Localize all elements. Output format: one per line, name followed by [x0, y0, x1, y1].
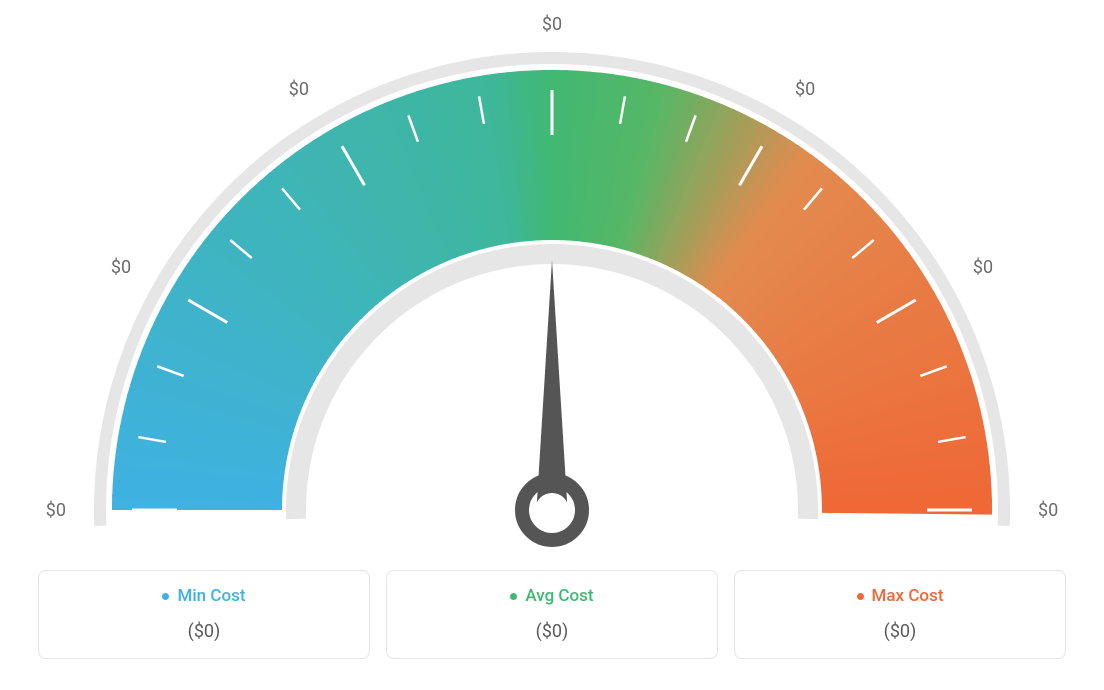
legend-value-avg: ($0): [397, 621, 707, 642]
svg-text:$0: $0: [1038, 500, 1058, 521]
legend-row: Min Cost ($0) Avg Cost ($0) Max Cost ($0…: [30, 570, 1074, 659]
legend-value-max: ($0): [745, 621, 1055, 642]
svg-text:$0: $0: [795, 79, 815, 100]
svg-text:$0: $0: [111, 257, 131, 278]
legend-card-min: Min Cost ($0): [38, 570, 370, 659]
legend-text-min: Min Cost: [177, 588, 245, 605]
svg-text:$0: $0: [973, 257, 993, 278]
gauge-chart: $0 $0 $0 $0 $0 $0 $0: [30, 10, 1074, 570]
legend-card-avg: Avg Cost ($0): [386, 570, 718, 659]
legend-label-min: Min Cost: [162, 588, 245, 605]
legend-value-min: ($0): [49, 621, 359, 642]
svg-text:$0: $0: [542, 14, 562, 35]
legend-card-max: Max Cost ($0): [734, 570, 1066, 659]
legend-text-max: Max Cost: [872, 588, 944, 605]
gauge-svg: $0 $0 $0 $0 $0 $0 $0: [30, 10, 1074, 570]
legend-dot-min: [162, 593, 169, 600]
svg-text:$0: $0: [46, 500, 66, 521]
legend-text-avg: Avg Cost: [525, 588, 593, 605]
gauge-cost-widget: $0 $0 $0 $0 $0 $0 $0 Min Cost ($0) Avg Cost ($…: [0, 0, 1104, 690]
legend-label-avg: Avg Cost: [510, 588, 593, 605]
legend-dot-avg: [510, 593, 517, 600]
svg-text:$0: $0: [289, 79, 309, 100]
legend-label-max: Max Cost: [857, 588, 944, 605]
legend-dot-max: [857, 593, 864, 600]
